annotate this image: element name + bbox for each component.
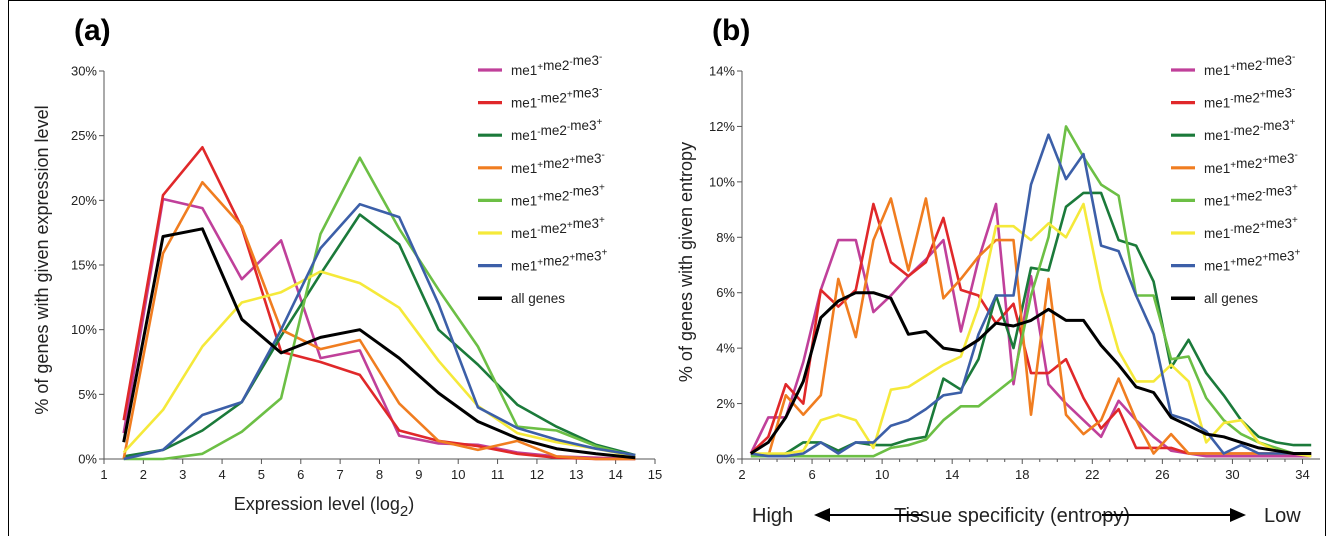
x-tick-label: 15 [648, 467, 662, 482]
panel-b-plot: 0%2%4%6%8%10%12%14%2 6 10 14 18 22 26 30 34me1+m… [709, 52, 1320, 482]
panel-b-series-line-all-genes [749, 291, 1312, 455]
x-tick-label: 5 [258, 467, 265, 482]
x-tick-label: 4 [218, 467, 225, 482]
x-tick-label: 14 [608, 467, 622, 482]
y-tick-label: 15% [71, 258, 97, 273]
panel-b-x-axis-title: Tissue specificity (entropy) [894, 505, 1130, 527]
y-tick-label: 14% [709, 64, 735, 79]
panel-a-legend-label-me1pme2mme3m: me1+me2-me3- [511, 52, 602, 78]
panel-a-series-line-me1pme2pme3p [123, 202, 636, 461]
panel-a-series-line-me1mme2pme3p [122, 270, 636, 458]
panel-a-series-line-me1pme2mme3p [123, 156, 636, 461]
x-tick-label: 34 [1295, 467, 1309, 482]
panel-a-label: (a) [74, 14, 111, 47]
x-tick-label: 6 [808, 467, 815, 482]
x-tick-label: 3 [179, 467, 186, 482]
x-tick-label: 10 [875, 467, 889, 482]
panel-a-series-line-me1pme2pme3m [122, 180, 636, 461]
y-tick-label: 2% [716, 396, 735, 411]
panel-a-legend-label-all-genes: all genes [511, 291, 565, 306]
panel-b-legend-label-me1pme2mme3p: me1+me2-me3+ [1204, 182, 1298, 208]
x-tick-label: 22 [1085, 467, 1099, 482]
panel-b-series-line-me1pme2mme3m [749, 202, 1312, 458]
panel-b-legend-label-all-genes: all genes [1204, 291, 1258, 306]
x-tick-label: 9 [415, 467, 422, 482]
panel-b-legend-label-me1pme2pme3m: me1+me2+me3- [1204, 150, 1298, 176]
x-tick-label: 2 [140, 467, 147, 482]
panel-a-series-line-me1mme2pme3m [122, 146, 636, 461]
x-tick-label: 7 [337, 467, 344, 482]
x-tick-label: 10 [451, 467, 465, 482]
y-tick-label: 5% [78, 387, 97, 402]
y-tick-label: 4% [716, 341, 735, 356]
y-tick-label: 0% [716, 452, 735, 467]
panel-b-series-line-me1mme2pme3p [750, 202, 1312, 458]
y-tick-label: 10% [709, 174, 735, 189]
x-tick-label: 13 [569, 467, 583, 482]
x-tick-label: 12 [530, 467, 544, 482]
x-tick-label: 26 [1155, 467, 1169, 482]
panel-a-x-axis-title: Expression level (log2) [234, 494, 414, 520]
right-arrow-head [1230, 508, 1246, 522]
panel-a-legend-label-me1pme2pme3m: me1+me2+me3- [511, 150, 605, 176]
y-tick-label: 30% [71, 64, 97, 79]
panel-b-series-line-me1pme2pme3p [750, 133, 1312, 458]
panel-b-label: (b) [712, 14, 750, 47]
panel-b-series-line-me1pme2mme3p [750, 125, 1312, 458]
y-tick-label: 12% [709, 119, 735, 134]
panel-a-legend-label-me1pme2mme3p: me1+me2-me3+ [511, 182, 605, 208]
y-tick-label: 25% [71, 128, 97, 143]
panel-a-series-line-me1pme2mme3m [122, 197, 636, 461]
x-tick-label: 30 [1225, 467, 1239, 482]
panel-b-y-axis-title: % of genes with given entropy [676, 142, 696, 382]
panel-a-plot: 0%5%10%15%20%25%30%1 2 3 4 5 6 7 8 9 10 11 12 13 14 15… [71, 52, 662, 482]
x-tick-label: 11 [491, 467, 505, 482]
panel-a-y-axis-title: % of genes with given expression level [32, 105, 52, 414]
panel-b-legend-label-me1pme2mme3m: me1+me2-me3- [1204, 52, 1295, 78]
panel-a-series-line-me1mme2mme3p [123, 213, 636, 458]
panel-b-legend-label-me1mme2pme3m: me1-me2+me3- [1204, 85, 1295, 111]
panel-b-legend-label-me1pme2pme3p: me1+me2+me3+ [1204, 248, 1300, 274]
panel-b-high-label: High [752, 505, 793, 527]
y-tick-label: 6% [716, 285, 735, 300]
y-tick-label: 10% [71, 322, 97, 337]
x-tick-label: 6 [297, 467, 304, 482]
y-tick-label: 8% [716, 230, 735, 245]
x-tick-label: 18 [1015, 467, 1029, 482]
x-tick-label: 1 [100, 467, 107, 482]
x-tick-label: 14 [945, 467, 959, 482]
panel-a-legend-label-me1mme2mme3p: me1-me2-me3+ [511, 117, 602, 143]
x-tick-label: 2 [738, 467, 745, 482]
panel-b-series-line-me1mme2mme3p [750, 191, 1312, 458]
y-tick-label: 20% [71, 193, 97, 208]
panel-b-legend-label-me1mme2mme3p: me1-me2-me3+ [1204, 117, 1295, 143]
panel-b-low-label: Low [1264, 505, 1301, 527]
panel-a-legend-label-me1pme2pme3p: me1+me2+me3+ [511, 248, 607, 274]
panel-a-legend-label-me1mme2pme3p: me1-me2+me3+ [511, 215, 605, 241]
panel-a-series-line-all-genes [122, 227, 636, 460]
panel-a-legend-label-me1mme2pme3m: me1-me2+me3- [511, 85, 602, 111]
y-tick-label: 0% [78, 452, 97, 467]
figure-frame [8, 0, 1326, 536]
left-arrow-head [814, 508, 830, 522]
x-tick-label: 8 [376, 467, 383, 482]
panel-b-legend-label-me1mme2pme3p: me1-me2+me3+ [1204, 215, 1298, 241]
